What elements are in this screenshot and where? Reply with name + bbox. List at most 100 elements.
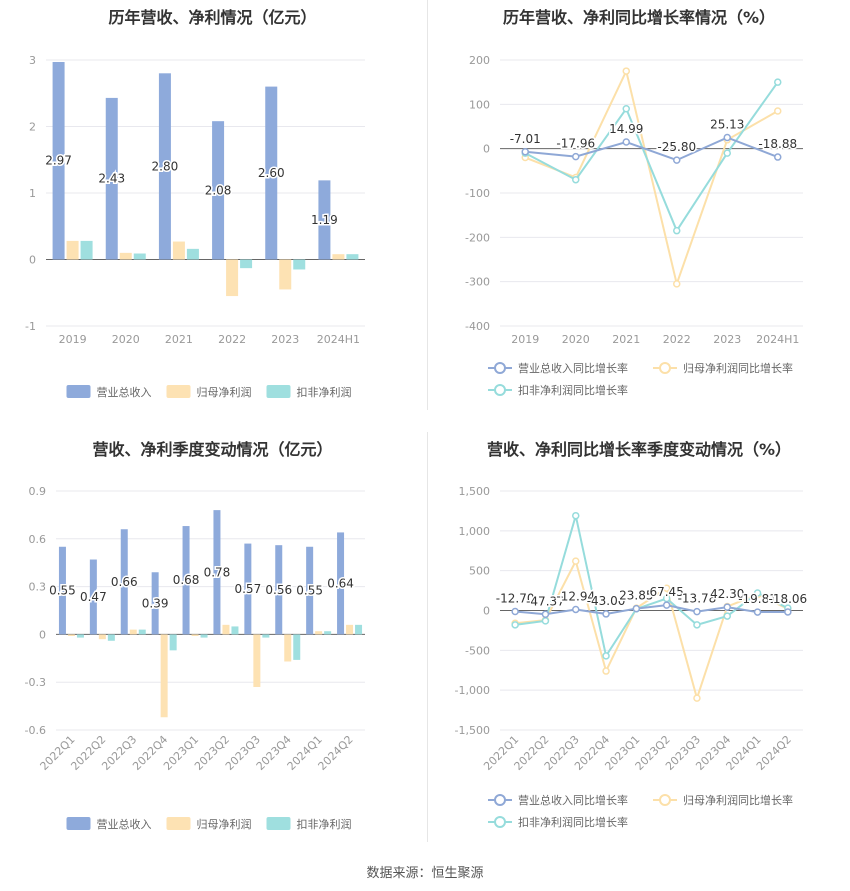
series-point: [662, 584, 671, 592]
legend-swatch: [66, 817, 91, 830]
y-tick-label: -300: [465, 276, 490, 289]
series-point: [572, 605, 580, 614]
data-label: 25.13: [710, 118, 744, 132]
legend-swatch: [66, 385, 91, 398]
panel-divider-bottom: [427, 432, 428, 842]
y-tick-label: -1,000: [455, 684, 490, 697]
series-point: [723, 603, 731, 611]
series-point: [662, 601, 671, 609]
data-label: 2.80: [152, 159, 179, 173]
legend-marker: [659, 794, 671, 806]
series-point: [693, 621, 701, 629]
y-tick-label: -500: [465, 644, 490, 657]
quarter-line-chart: -1,500-1,000-50005001,0001,5002022Q12022…: [455, 485, 809, 829]
legend-label: 扣非净利润: [297, 385, 352, 399]
bar-deducted-profit: [133, 253, 146, 260]
bar-deducted-profit: [262, 634, 270, 638]
x-tick-label: 2023: [271, 333, 299, 346]
series-point: [602, 667, 610, 675]
bar-revenue: [182, 526, 190, 635]
series-point: [774, 107, 782, 115]
bar-deducted-profit: [107, 634, 115, 641]
data-label: 0.78: [204, 565, 231, 579]
bar-revenue: [52, 61, 65, 260]
data-label: 0.66: [111, 575, 138, 589]
bar-revenue: [89, 559, 97, 635]
legend-marker: [494, 794, 506, 806]
bar-net-profit: [226, 259, 239, 297]
chart-title-quarter-line: 营收、净利同比增长率季度变动情况（%）: [486, 440, 792, 459]
y-tick-label: 0: [39, 628, 46, 641]
bar-revenue: [212, 121, 225, 260]
chart-title-quarter-bar: 营收、净利季度变动情况（亿元）: [92, 440, 333, 459]
x-tick-label: 2022: [218, 333, 246, 346]
series-point: [723, 149, 731, 157]
series-point: [602, 610, 610, 618]
x-tick-label: 2019: [511, 333, 539, 346]
data-label: -18.88: [758, 137, 797, 151]
data-label: -43.00: [587, 594, 626, 608]
series-point: [693, 694, 701, 702]
panel-divider-top: [427, 0, 428, 410]
bar-net-profit: [222, 624, 230, 635]
data-label: -13.78: [678, 592, 717, 606]
y-tick-label: -1: [25, 320, 36, 333]
bar-net-profit: [315, 631, 323, 635]
bar-revenue: [105, 97, 118, 260]
bar-net-profit: [98, 634, 106, 640]
data-label: -12.70: [496, 592, 535, 606]
bar-deducted-profit: [324, 631, 332, 635]
legend-label: 扣非净利润同比增长率: [518, 815, 628, 829]
series-point: [753, 589, 762, 597]
data-label: 0.64: [327, 576, 354, 590]
y-tick-label: 100: [469, 98, 490, 111]
data-label: -18.06: [769, 592, 808, 606]
series-point: [511, 621, 519, 629]
bar-deducted-profit: [240, 259, 253, 269]
series-point: [541, 610, 550, 619]
data-label: -7.01: [510, 132, 541, 146]
legend-swatch: [266, 385, 291, 398]
series-point: [521, 148, 529, 156]
bar-deducted-profit: [169, 634, 177, 651]
data-label: 0.47: [80, 590, 107, 604]
series-point: [541, 617, 550, 625]
y-tick-label: 0.6: [29, 533, 47, 546]
bar-net-profit: [172, 241, 185, 260]
y-tick-label: 1,500: [459, 485, 491, 498]
y-tick-label: 0.9: [29, 485, 47, 498]
x-tick-label: 2024H1: [317, 333, 360, 346]
y-tick-label: 200: [469, 54, 490, 67]
bar-revenue: [151, 572, 159, 635]
bar-deducted-profit: [293, 259, 306, 270]
chart-title-annual-line: 历年营收、净利同比增长率情况（%）: [502, 8, 776, 27]
y-tick-label: 1: [29, 187, 36, 200]
bar-net-profit: [332, 254, 345, 260]
series-point: [572, 557, 580, 565]
chart-title-annual-bar: 历年营收、净利情况（亿元）: [108, 8, 317, 27]
legend-marker: [494, 816, 506, 828]
series-point: [693, 607, 701, 616]
bar-revenue: [265, 86, 278, 260]
series-point: [572, 175, 580, 184]
bar-net-profit: [160, 634, 168, 718]
bar-deducted-profit: [200, 634, 208, 638]
legend-label: 归母净利润: [197, 385, 252, 399]
series-point: [673, 156, 681, 164]
y-tick-label: -0.6: [25, 724, 46, 737]
bar-net-profit: [346, 624, 354, 635]
bar-deducted-profit: [138, 629, 146, 635]
data-label: -47.37: [526, 594, 565, 608]
data-label: 14.99: [609, 122, 643, 136]
bar-net-profit: [66, 240, 79, 260]
data-label: 1.19: [311, 213, 338, 227]
series-line-revenue-growth: [525, 136, 779, 162]
legend-marker: [494, 362, 506, 374]
x-tick-label: 2024Q2: [316, 733, 356, 773]
legend-swatch: [166, 385, 191, 398]
data-label: 2.97: [45, 154, 72, 168]
y-tick-label: -0.3: [25, 676, 46, 689]
x-tick-label: 2021: [612, 333, 640, 346]
bar-net-profit: [129, 629, 137, 635]
quarter-bar-chart: -0.6-0.300.30.60.92022Q12022Q22022Q32022…: [25, 485, 365, 831]
